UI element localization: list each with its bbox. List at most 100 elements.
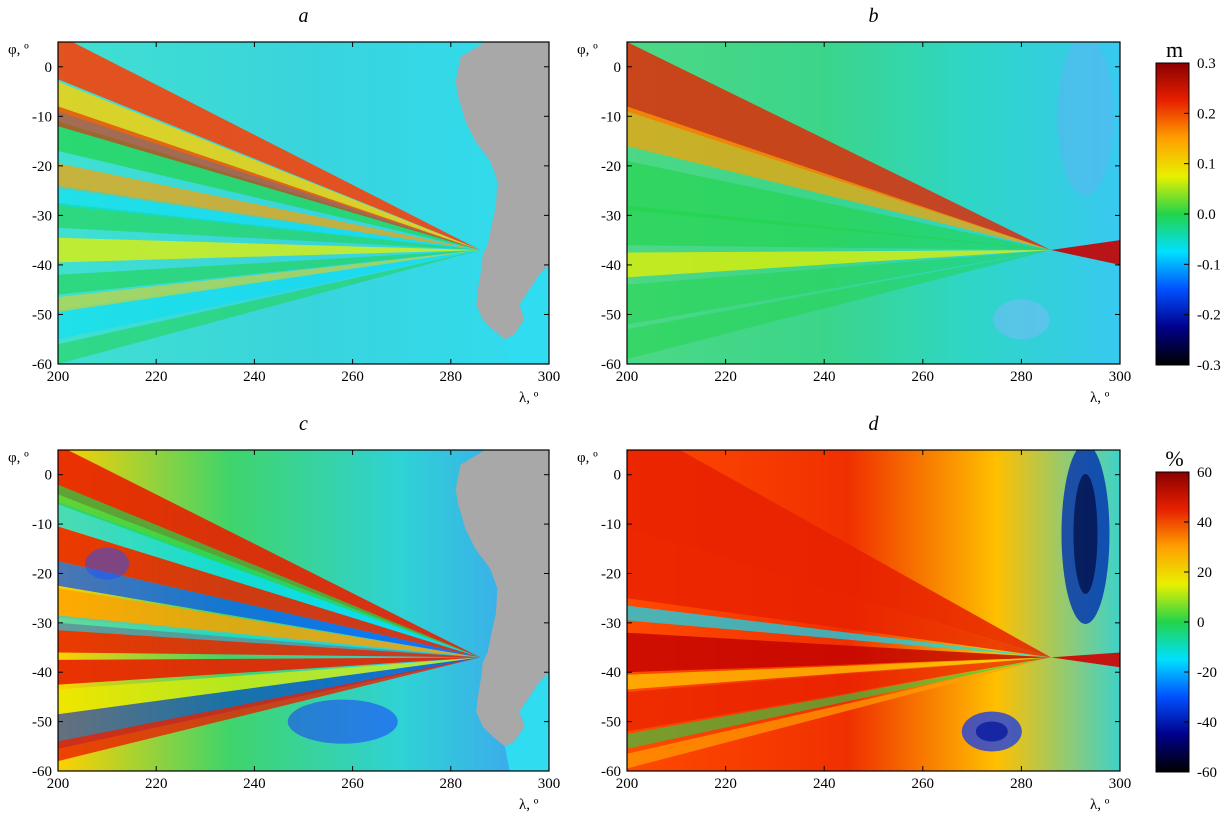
x-tick-label: 220 [714, 369, 737, 385]
wave-ray [58, 657, 481, 715]
panel-label: a [299, 5, 309, 27]
y-tick-label: -20 [32, 566, 52, 582]
x-tick-label: 280 [1010, 369, 1033, 385]
anomaly-region [975, 721, 1008, 742]
panel-label: b [869, 5, 879, 27]
wave-ray [58, 163, 481, 251]
y-tick-label: -50 [601, 307, 621, 323]
colorbar-tick-label: -0.2 [1197, 308, 1221, 324]
x-tick-label: 260 [912, 369, 935, 385]
heatmap-field [58, 42, 549, 364]
anomaly-region [993, 299, 1050, 340]
wave-ray [627, 250, 1051, 278]
y-tick-label: -60 [32, 764, 52, 780]
wave-ray [627, 657, 1051, 769]
heatmap-field [627, 450, 1120, 771]
anomaly-region [1057, 42, 1114, 197]
y-tick-label: -50 [32, 307, 52, 323]
x-tick-label: 300 [1109, 369, 1132, 385]
y-tick-label: -60 [32, 357, 52, 373]
x-tick-label: 240 [243, 776, 266, 792]
plot-frame [626, 41, 1121, 365]
colorbar-gradient [1155, 62, 1190, 366]
panel-label: c [299, 413, 308, 435]
y-tick-label: -60 [601, 357, 621, 373]
y-tick-label: -30 [601, 208, 621, 224]
plot-frame [626, 449, 1121, 772]
panel-d: 200 220 240 260 280 300 0 -10 -20 -30 -40 -50 -60 φ, … [577, 413, 1131, 813]
wave-ray [627, 632, 1051, 673]
y-tick-label: -50 [32, 715, 52, 731]
x-tick-label: 200 [616, 369, 639, 385]
wave-ray [58, 81, 481, 251]
y-tick-label: -20 [32, 159, 52, 175]
wave-ray [58, 526, 481, 658]
y-axis-label: φ, º [577, 42, 598, 58]
x-tick-label: 300 [1109, 776, 1132, 792]
wave-ray [58, 657, 481, 762]
y-tick-label: 0 [614, 60, 622, 76]
x-tick-label: 280 [440, 369, 463, 385]
colorbar-tick-label: -20 [1197, 665, 1217, 681]
colorbar-gradient [1155, 471, 1190, 773]
colorbar-tick-label: 0.0 [1197, 207, 1216, 223]
y-tick-label: -10 [32, 517, 52, 533]
x-axis-label: λ, º [519, 390, 539, 406]
y-tick-label: 0 [614, 468, 622, 484]
x-tick-label: 240 [243, 369, 266, 385]
ocean-region [504, 672, 549, 771]
wave-ray [58, 250, 481, 295]
y-tick-label: -10 [601, 109, 621, 125]
wave-ray [627, 42, 1051, 251]
wave-ray [58, 588, 481, 658]
wave-ray [627, 450, 1051, 658]
y-tick-label: -40 [32, 665, 52, 681]
plot-frame [57, 41, 550, 365]
y-tick-label: -40 [601, 665, 621, 681]
wave-ray [58, 250, 481, 364]
wave-ray [58, 106, 481, 251]
wave-ray [58, 250, 481, 312]
x-tick-label: 220 [145, 776, 168, 792]
wave-ray [58, 657, 481, 685]
wave-ray [627, 657, 1051, 690]
colorbar-title: % [1165, 446, 1183, 471]
wave-ray [627, 250, 1051, 359]
x-tick-label: 200 [47, 369, 70, 385]
wave-ray [627, 160, 1051, 251]
x-tick-label: 240 [813, 369, 836, 385]
colorbar-tick-label: -0.3 [1197, 358, 1221, 374]
x-tick-label: 220 [145, 369, 168, 385]
y-tick-label: 0 [45, 60, 53, 76]
wave-ray [58, 42, 481, 251]
x-tick-label: 260 [912, 776, 935, 792]
wave-ray [627, 250, 1051, 325]
panel-b: 200 220 240 260 280 300 0 -10 -20 -30 -40 -50 -60 φ, … [577, 5, 1131, 406]
land-mass [455, 450, 549, 747]
colorbar-tick-label: 60 [1197, 465, 1212, 481]
colorbar-tick-label: 40 [1197, 515, 1212, 531]
wave-ray [58, 615, 481, 658]
x-tick-label: 260 [341, 369, 364, 385]
y-tick-label: -30 [32, 616, 52, 632]
colorbar-tick-label: 20 [1197, 565, 1212, 581]
wave-ray [627, 529, 1051, 658]
x-tick-label: 280 [1010, 776, 1033, 792]
y-tick-label: -30 [32, 208, 52, 224]
colorbar-title: m [1166, 37, 1183, 62]
colorbar-tick-label: 0.3 [1197, 56, 1216, 72]
wave-ray [58, 250, 481, 340]
heatmap-field [627, 42, 1120, 364]
x-tick-label: 220 [714, 776, 737, 792]
x-tick-label: 200 [616, 776, 639, 792]
y-axis-label: φ, º [8, 42, 29, 58]
x-tick-label: 260 [341, 776, 364, 792]
y-tick-label: -20 [601, 566, 621, 582]
colorbar-tick-label: 0 [1197, 615, 1205, 631]
wave-ray [627, 106, 1051, 251]
x-axis-label: λ, º [1090, 390, 1110, 406]
ocean-region [504, 264, 549, 364]
land-mass [455, 42, 549, 340]
x-axis-label: λ, º [519, 797, 539, 813]
